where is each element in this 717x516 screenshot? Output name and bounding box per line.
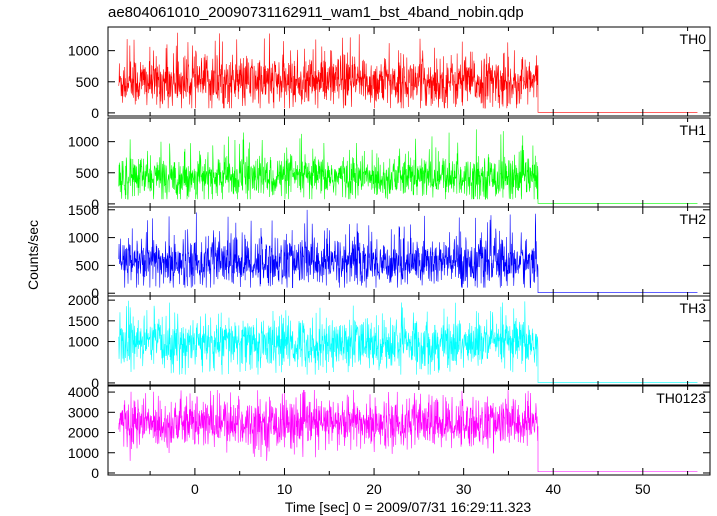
x-tick-label: 20 [366, 481, 382, 497]
x-tick-label: 50 [635, 481, 651, 497]
panel-label-th0: TH0 [680, 31, 707, 47]
panel-frame-th0 [107, 26, 711, 117]
panel-label-th2: TH2 [680, 211, 707, 227]
y-tick-label: 1000 [68, 230, 99, 246]
y-tick-label: 0 [91, 196, 99, 212]
y-tick-label: 3000 [68, 404, 99, 420]
series-line-th0123 [118, 390, 698, 473]
series-line-th3 [118, 300, 698, 383]
y-tick-label: 1000 [68, 43, 99, 59]
panel-label-th3: TH3 [680, 300, 707, 316]
y-tick-label: 1000 [68, 334, 99, 350]
panel-label-th0123: TH0123 [656, 390, 706, 406]
series-line-th2 [118, 209, 698, 293]
panel-frame-th2 [107, 206, 711, 297]
x-tick-label: 0 [191, 481, 199, 497]
y-tick-label: 500 [76, 257, 100, 273]
y-tick-label: 0 [91, 285, 99, 301]
panel-frame-th0123 [107, 385, 711, 476]
y-tick-label: 0 [91, 105, 99, 121]
y-tick-label: 2000 [68, 425, 99, 441]
chart-title: ae804061010_20090731162911_wam1_bst_4ban… [108, 4, 524, 21]
y-tick-label: 4000 [68, 384, 99, 400]
y-tick-label: 1500 [68, 202, 99, 218]
y-tick-label: 1500 [68, 313, 99, 329]
x-axis-label: Time [sec] 0 = 2009/07/31 16:29:11.323 [284, 499, 532, 515]
y-tick-label: 500 [76, 165, 100, 181]
y-tick-label: 1000 [68, 445, 99, 461]
y-tick-label: 2000 [68, 292, 99, 308]
y-tick-label: 0 [91, 465, 99, 481]
panel-label-th1: TH1 [680, 122, 707, 138]
y-tick-label: 1000 [68, 134, 99, 150]
series-line-th1 [118, 129, 698, 204]
series-line-th0 [118, 32, 698, 113]
x-tick-label: 30 [456, 481, 472, 497]
x-tick-label: 40 [545, 481, 561, 497]
y-tick-label: 0 [91, 375, 99, 391]
panel-frame-th3 [107, 295, 711, 386]
y-tick-label: 500 [76, 74, 100, 90]
x-tick-label: 10 [277, 481, 293, 497]
